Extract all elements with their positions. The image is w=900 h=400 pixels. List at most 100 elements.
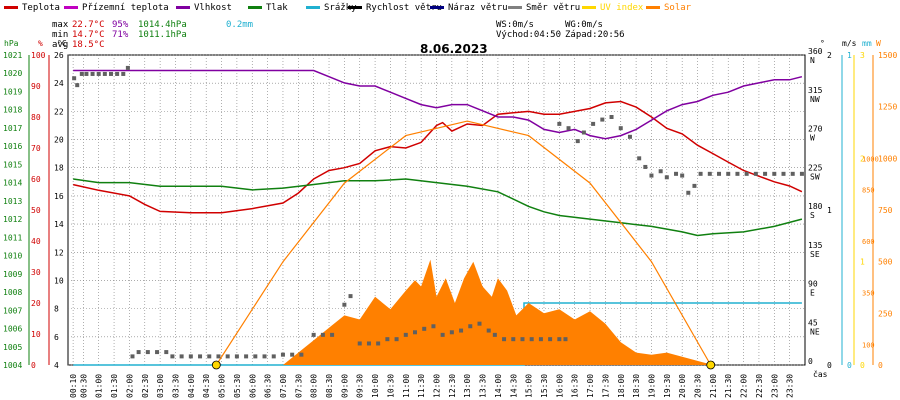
x-tick-label: 01:30 bbox=[110, 374, 119, 398]
wind-direction-axis-unit: ° bbox=[820, 39, 825, 48]
wind-direction-compass-label: N bbox=[810, 56, 815, 65]
wind-direction-point bbox=[618, 126, 623, 131]
wind-direction-point bbox=[717, 171, 722, 176]
temperature-tick-label: 10 bbox=[54, 276, 64, 285]
wind-direction-point bbox=[207, 354, 212, 359]
wind-direction-point bbox=[198, 354, 203, 359]
solar-axis-unit: W bbox=[876, 39, 881, 48]
wind-direction-point bbox=[271, 354, 276, 359]
wind-direction-point bbox=[216, 354, 221, 359]
solar-theoretical-line bbox=[215, 120, 712, 366]
stats-avg-label: avg bbox=[52, 40, 69, 50]
x-tick-label: 18:00 bbox=[617, 374, 626, 398]
wind-direction-tick-label: 45 bbox=[808, 318, 818, 327]
wind-direction-tick-label: 360 bbox=[808, 47, 823, 56]
wind-direction-point bbox=[413, 330, 418, 335]
temperature-tick-label: 20 bbox=[54, 136, 64, 145]
wind-direction-point bbox=[121, 71, 126, 76]
wind-speed-tick-label: 1 bbox=[827, 206, 832, 215]
wind-direction-point bbox=[311, 332, 316, 337]
wind-direction-point bbox=[557, 337, 562, 342]
solar-secondary-tick-label: 1000 bbox=[862, 155, 879, 163]
x-tick-label: 05:30 bbox=[233, 374, 242, 398]
x-tick-label: 18:30 bbox=[632, 374, 641, 398]
humidity-tick-label: 70 bbox=[31, 144, 41, 153]
stats-min-pressure: 1011.1hPa bbox=[138, 30, 187, 40]
wind-direction-point bbox=[225, 354, 230, 359]
temperature-tick-label: 16 bbox=[54, 192, 64, 201]
wind-direction-point bbox=[459, 328, 464, 333]
x-tick-label: 13:30 bbox=[479, 374, 488, 398]
stats-max-rain: 0.2mm bbox=[226, 20, 254, 30]
wind-direction-point bbox=[548, 337, 553, 342]
wind-speed-axis-unit: m/s bbox=[842, 39, 857, 48]
wind-direction-point bbox=[234, 354, 239, 359]
x-tick-label: 02:30 bbox=[141, 374, 150, 398]
wind-direction-point bbox=[692, 183, 697, 188]
wind-direction-point bbox=[115, 71, 120, 76]
wind-direction-point bbox=[538, 337, 543, 342]
x-tick-label: 20:00 bbox=[678, 374, 687, 398]
humidity-tick-label: 20 bbox=[31, 299, 41, 308]
x-tick-label: 19:30 bbox=[663, 374, 672, 398]
sunrise-readout: Východ:04:50 bbox=[496, 30, 562, 40]
wind-direction-point bbox=[449, 330, 454, 335]
temperature-axis-unit: °C bbox=[57, 39, 67, 48]
wind-direction-point bbox=[637, 156, 642, 161]
humidity-line bbox=[73, 69, 803, 140]
legend-item-humidity: Vlhkost bbox=[176, 2, 232, 14]
humidity-tick-label: 40 bbox=[31, 237, 41, 246]
wind-direction-point bbox=[726, 171, 731, 176]
wind-direction-point bbox=[557, 121, 562, 126]
pressure-tick-label: 1005 bbox=[3, 343, 22, 352]
wind-direction-point bbox=[125, 65, 130, 70]
temperature-line bbox=[73, 100, 803, 214]
temperature-tick-label: 14 bbox=[54, 220, 64, 229]
wind-direction-point bbox=[674, 171, 679, 176]
wind-direction-point bbox=[385, 337, 390, 342]
x-tick-label: 09:00 bbox=[340, 374, 349, 398]
wind-direction-tick-label: 0 bbox=[808, 357, 813, 366]
humidity-tick-label: 10 bbox=[31, 330, 41, 339]
wind-direction-point bbox=[253, 354, 258, 359]
x-tick-label: 17:00 bbox=[586, 374, 595, 398]
wind-direction-point bbox=[75, 83, 80, 88]
wind-direction-point bbox=[422, 326, 427, 331]
pressure-tick-label: 1006 bbox=[3, 325, 22, 334]
uv-sun-marker bbox=[706, 360, 716, 370]
solar-secondary-tick-label: 850 bbox=[862, 186, 875, 194]
humidity-tick-label: 0 bbox=[31, 361, 36, 370]
x-tick-label: 22:00 bbox=[740, 374, 749, 398]
wind-direction-point bbox=[502, 337, 507, 342]
wind-direction-point bbox=[529, 337, 534, 342]
uv-tick-label: 1 bbox=[860, 258, 865, 267]
wind-gust-readout: WG:0m/s bbox=[565, 20, 603, 30]
x-tick-label: 22:30 bbox=[755, 374, 764, 398]
wind-direction-compass-label: SW bbox=[810, 172, 820, 181]
wind-direction-tick-label: 135 bbox=[808, 241, 823, 250]
x-tick-label: 09:30 bbox=[356, 374, 365, 398]
pressure-tick-label: 1020 bbox=[3, 69, 22, 78]
pressure-tick-label: 1007 bbox=[3, 306, 22, 315]
uv-tick-label: 3 bbox=[860, 51, 865, 60]
wind-direction-compass-label: W bbox=[810, 134, 815, 143]
wind-direction-point bbox=[431, 324, 436, 329]
wind-direction-point bbox=[486, 328, 491, 333]
legend-item-wind-direction: Směr větru bbox=[508, 2, 580, 14]
humidity-tick-label: 100 bbox=[31, 51, 46, 60]
stats-min-label: min bbox=[52, 30, 69, 40]
x-tick-label: 21:30 bbox=[724, 374, 733, 398]
wind-direction-point bbox=[600, 117, 605, 122]
wind-direction-point bbox=[244, 354, 249, 359]
solar-tick-label: 500 bbox=[878, 258, 893, 267]
wind-speed-readout: WS:0m/s bbox=[496, 20, 534, 30]
wind-direction-compass-label: E bbox=[810, 289, 815, 298]
wind-direction-point bbox=[520, 337, 525, 342]
temperature-tick-label: 22 bbox=[54, 107, 64, 116]
pressure-tick-label: 1016 bbox=[3, 142, 22, 151]
wind-direction-compass-label: NE bbox=[810, 327, 820, 336]
wind-direction-point bbox=[130, 354, 135, 359]
x-tick-label: 06:30 bbox=[264, 374, 273, 398]
x-tick-label: 17:30 bbox=[601, 374, 610, 398]
